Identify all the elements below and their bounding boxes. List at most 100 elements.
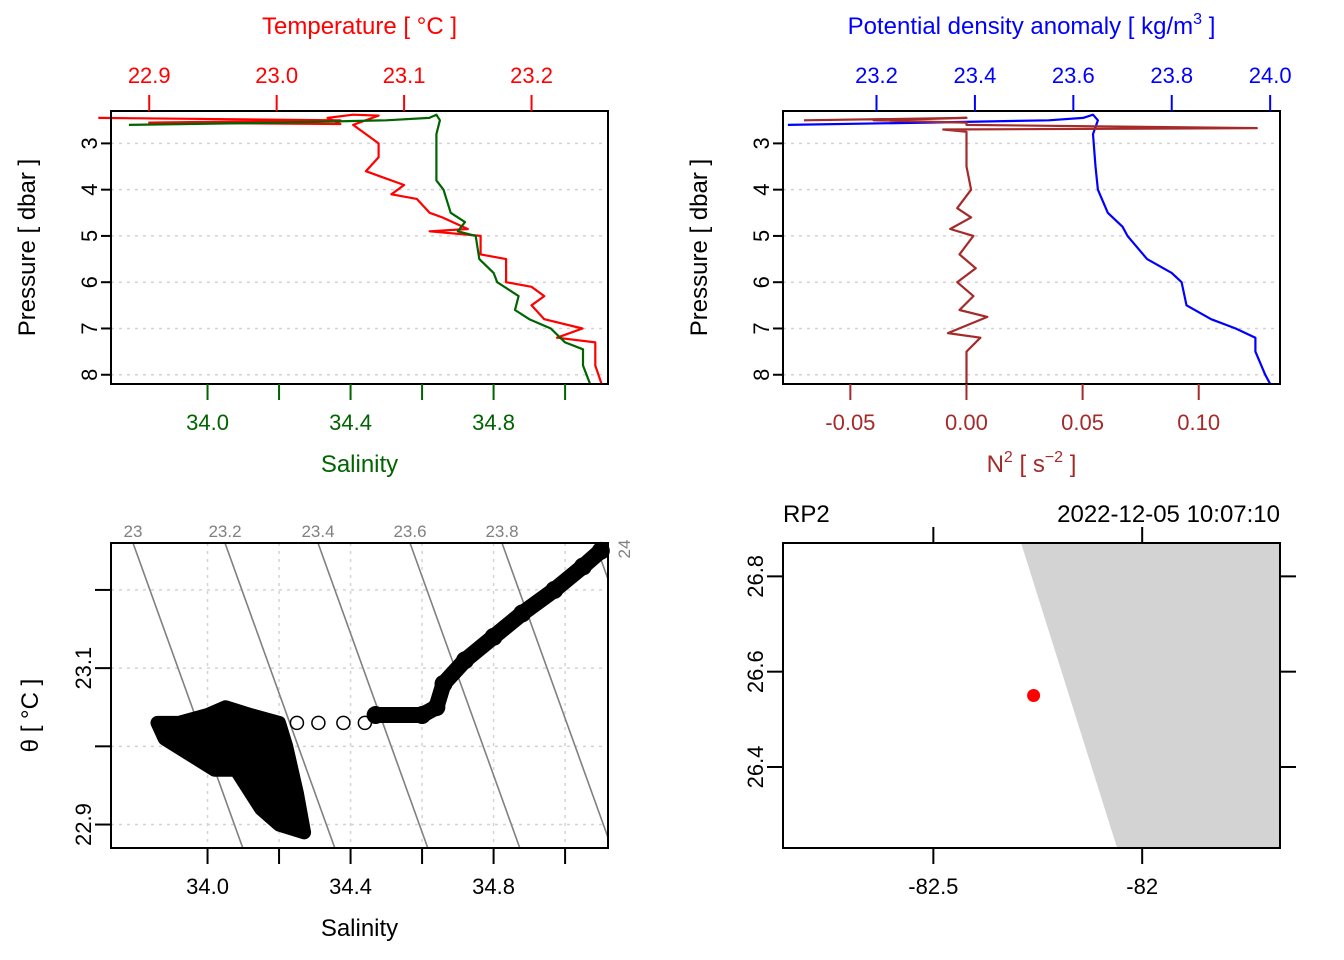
density-n2-frame — [782, 110, 1281, 385]
y-tick-label: 26.4 — [743, 746, 768, 789]
n2-axis-label: N2 [ s−2 ] — [987, 449, 1077, 478]
scatter-point — [292, 812, 308, 827]
y-tick-label: 8 — [749, 369, 774, 381]
y-tick-label: 3 — [749, 137, 774, 149]
station-map-panel: -82.5 -82 26.4 26.6 26.8 RP2 2022-12-05 10:0… — [743, 501, 1296, 899]
n2-axis: -0.05 0.00 0.05 0.10 — [825, 384, 1220, 435]
top-tick-label: 23.0 — [255, 63, 298, 88]
density-n2-y-label: Pressure [ dbar ] — [686, 159, 713, 336]
ts-profile-series — [98, 113, 603, 385]
ts-profile-panel: 3 4 5 6 7 8 22.9 23.0 23.1 23.2 34.0 34.4 34.8 Pre… — [14, 13, 609, 478]
scatter-point — [545, 580, 564, 599]
ts-scatter-points — [150, 541, 610, 840]
bottom-tick-label: 0.00 — [945, 410, 988, 435]
density-label-end: ] — [1202, 13, 1215, 40]
isopycnal-lines — [132, 543, 608, 848]
density-n2-panel: 3 4 5 6 7 8 23.2 23.4 23.6 23.8 24.0 -0.05 0.00 0.0… — [686, 11, 1292, 478]
y-tick-label: 26.8 — [743, 555, 768, 598]
temperature-axis: 22.9 23.0 23.1 23.2 — [128, 63, 553, 111]
isopycnal-line — [317, 543, 429, 848]
x-tick-label: 34.8 — [472, 874, 515, 899]
density-n2-y-axis: 3 4 5 6 7 8 — [749, 137, 783, 381]
y-tick-label: 4 — [77, 184, 102, 196]
y-tick-label: 4 — [749, 184, 774, 196]
ts-diagram-frame — [110, 542, 609, 849]
bottom-tick-label: 34.8 — [472, 410, 515, 435]
ts-profile-y-axis: 3 4 5 6 7 8 — [77, 137, 111, 381]
salinity-axis-label: Salinity — [321, 451, 398, 478]
scatter-point — [434, 674, 453, 693]
scatter-point — [336, 715, 351, 731]
y-tick-label: 7 — [749, 322, 774, 334]
ts-profile-frame — [110, 110, 609, 385]
y-tick-label: 6 — [77, 276, 102, 288]
series-line-potential-density-anomaly — [787, 113, 1272, 385]
density-axis-label: Potential density anomaly [ kg/m3 ] — [848, 11, 1216, 40]
bottom-tick-label: -0.05 — [825, 410, 875, 435]
y-tick-label: 7 — [77, 322, 102, 334]
isopycnal-label: 23.8 — [485, 522, 518, 541]
top-tick-label: 23.2 — [855, 63, 898, 88]
top-tick-label: 23.1 — [383, 63, 426, 88]
isopycnal-line — [409, 543, 521, 848]
bottom-tick-label: 34.0 — [186, 410, 229, 435]
top-tick-label: 23.2 — [510, 63, 553, 88]
y-tick-label: 5 — [77, 230, 102, 242]
y-tick-label: 3 — [77, 137, 102, 149]
isopycnal-line — [501, 543, 608, 840]
scatter-point — [591, 541, 610, 560]
isopycnal-line — [224, 543, 336, 848]
y-tick-label: 8 — [77, 369, 102, 381]
isopycnal-line — [132, 543, 244, 848]
ts-profile-grid — [111, 142, 608, 376]
isopycnal-label: 23.4 — [301, 522, 334, 541]
scatter-point — [573, 557, 592, 576]
density-label-main: Potential density anomaly [ kg/m — [848, 13, 1194, 40]
salinity-axis: 34.0 34.4 34.8 — [186, 384, 567, 435]
bottom-tick-label: 0.05 — [1061, 410, 1104, 435]
n2-label-sup: 2 — [1004, 449, 1013, 466]
series-line-salinity — [128, 113, 592, 385]
y-tick-label: 22.9 — [71, 803, 96, 846]
scatter-point — [366, 706, 385, 725]
y-tick-label: 23.1 — [71, 647, 96, 690]
map-frame — [782, 542, 1281, 849]
n2-label-end: ] — [1063, 451, 1076, 478]
bottom-tick-label: 0.10 — [1177, 410, 1220, 435]
y-tick-label: 26.6 — [743, 650, 768, 693]
ts-diagram-grid — [111, 543, 608, 848]
station-marker[interactable] — [1027, 689, 1041, 702]
station-name: RP2 — [783, 501, 830, 528]
scatter-point — [484, 627, 503, 646]
density-n2-grid — [783, 142, 1280, 376]
ts-diagram-panel: 22.9 23.1 34.0 34.4 34.8 23 23.2 23.4 23.6 23.8… — [17, 522, 634, 942]
density-axis: 23.2 23.4 23.6 23.8 24.0 — [855, 63, 1292, 111]
top-tick-label: 23.6 — [1052, 63, 1095, 88]
scatter-point — [311, 715, 326, 731]
isopycnal-label: 23.2 — [208, 522, 241, 541]
scatter-point — [513, 604, 532, 623]
scatter-point — [455, 651, 474, 670]
theta-axis-label: θ [ °C ] — [17, 679, 44, 753]
map-axes: -82.5 -82 26.4 26.6 26.8 — [743, 527, 1296, 899]
top-tick-label: 23.8 — [1150, 63, 1193, 88]
n2-label-main: N — [987, 451, 1004, 478]
series-line-temperature — [98, 113, 603, 385]
isopycnal-label: 23 — [124, 522, 143, 541]
theta-axis: 22.9 23.1 — [71, 588, 111, 846]
scatter-point — [427, 698, 446, 717]
n2-label-sup2: −2 — [1045, 449, 1063, 466]
y-tick-label: 5 — [749, 230, 774, 242]
isopycnal-label: 23.6 — [393, 522, 426, 541]
x-tick-label: 34.0 — [186, 874, 229, 899]
x-tick-label: -82 — [1126, 874, 1158, 899]
temperature-axis-label: Temperature [ °C ] — [262, 13, 457, 40]
top-tick-label: 22.9 — [128, 63, 171, 88]
x-tick-label: -82.5 — [908, 874, 958, 899]
density-label-sup: 3 — [1193, 11, 1202, 28]
n2-label-mid: [ s — [1013, 451, 1045, 478]
station-time: 2022-12-05 10:07:10 — [1057, 501, 1280, 528]
isopycnal-label: 24 — [615, 540, 634, 559]
x-tick-label: 34.4 — [329, 874, 372, 899]
